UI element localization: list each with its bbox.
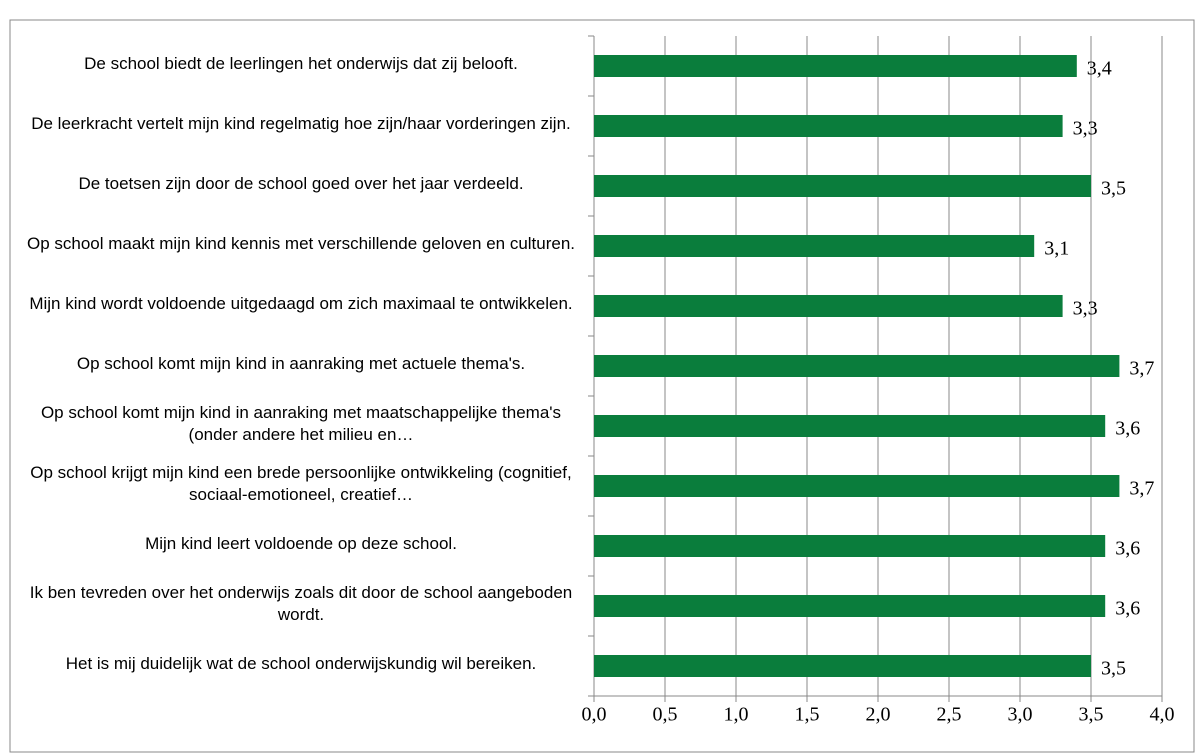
- y-tick-label: Mijn kind wordt voldoende uitgedaagd om …: [29, 294, 573, 313]
- bar: [594, 115, 1063, 137]
- y-tick-label: Ik ben tevreden over het onderwijs zoals…: [29, 583, 573, 624]
- bar: [594, 535, 1106, 557]
- bar: [594, 55, 1077, 77]
- bar: [594, 355, 1120, 377]
- bar: [594, 175, 1091, 197]
- bar: [594, 415, 1106, 437]
- x-tick-label: 4,0: [1150, 704, 1175, 726]
- value-label: 3,6: [1115, 598, 1140, 620]
- x-tick-label: 0,5: [653, 704, 678, 726]
- y-tick-label: Op school komt mijn kind in aanraking me…: [76, 354, 526, 373]
- chart-border: [9, 19, 1195, 753]
- value-label: 3,4: [1087, 58, 1112, 80]
- value-label: 3,5: [1101, 658, 1126, 680]
- value-label: 3,6: [1115, 418, 1140, 440]
- y-tick-label: Op school maakt mijn kind kennis met ver…: [26, 234, 576, 253]
- y-tick-label: De school biedt de leerlingen het onderw…: [84, 54, 518, 73]
- value-label: 3,1: [1044, 238, 1069, 260]
- x-tick-label: 0,0: [582, 704, 607, 726]
- y-tick-label: Op school komt mijn kind in aanraking me…: [40, 403, 562, 444]
- value-label: 3,5: [1101, 178, 1126, 200]
- y-tick-label: Het is mij duidelijk wat de school onder…: [65, 654, 537, 673]
- x-tick-label: 2,5: [937, 704, 962, 726]
- x-tick-label: 2,0: [866, 704, 891, 726]
- value-label: 3,3: [1073, 118, 1098, 140]
- bar: [594, 235, 1035, 257]
- y-tick-label: Mijn kind leert voldoende op deze school…: [145, 534, 457, 553]
- bar: [594, 595, 1106, 617]
- value-label: 3,6: [1115, 538, 1140, 560]
- x-tick-label: 3,5: [1079, 704, 1104, 726]
- value-label: 3,7: [1129, 358, 1154, 380]
- bar: [594, 655, 1091, 677]
- y-tick-label: De toetsen zijn door de school goed over…: [78, 174, 524, 193]
- x-tick-label: 1,0: [724, 704, 749, 726]
- x-tick-label: 1,5: [795, 704, 820, 726]
- value-label: 3,3: [1073, 298, 1098, 320]
- x-tick-label: 3,0: [1008, 704, 1033, 726]
- y-tick-label: Op school krijgt mijn kind een brede per…: [30, 463, 572, 504]
- bar: [594, 295, 1063, 317]
- bar: [594, 475, 1120, 497]
- value-label: 3,7: [1129, 478, 1154, 500]
- y-tick-label: De leerkracht vertelt mijn kind regelmat…: [31, 114, 571, 133]
